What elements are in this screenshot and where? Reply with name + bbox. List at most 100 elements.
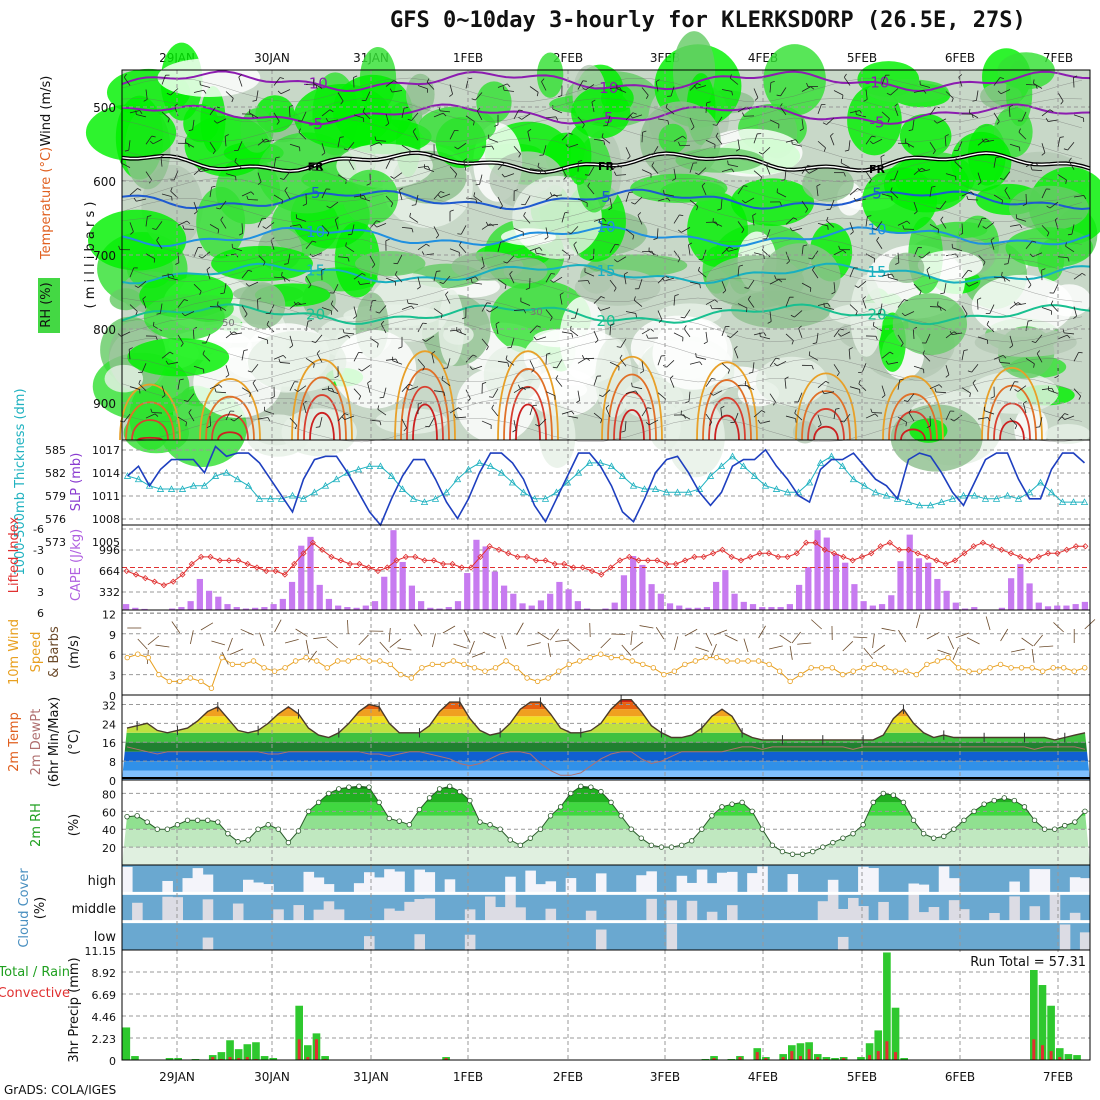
wind-barb (129, 386, 140, 390)
slp-tick-label: 1005 (92, 536, 120, 549)
convective-bar (868, 1055, 872, 1060)
wind-barb-flag (816, 183, 821, 187)
wind-barb (337, 92, 344, 102)
temp-axis-label-b: 2m DewPt (29, 709, 44, 776)
wind-barb (401, 383, 409, 392)
wind-barb-flag (211, 185, 216, 188)
rh-contour-label: 50 (222, 318, 235, 329)
wind-barb (734, 412, 739, 423)
wind-barb-flag (1068, 157, 1072, 162)
wind-barb (273, 157, 277, 168)
wind-barb (138, 383, 147, 391)
wind-barb (377, 408, 387, 416)
wind-barb-flag (1028, 320, 1033, 322)
2m-rh-point (255, 826, 261, 832)
convective-bar (1040, 1045, 1044, 1060)
wind-barb-flag (473, 192, 476, 197)
wind-barb (797, 642, 812, 645)
wind-barb (929, 187, 932, 198)
wind-barb (602, 389, 611, 397)
wind-barb-flag (1035, 426, 1040, 428)
2m-rh-point (436, 786, 443, 792)
wind-barb (504, 89, 515, 92)
wind-speed-point (377, 658, 383, 664)
rh-contour (121, 397, 1083, 423)
wind-barb (351, 224, 355, 235)
wind-barb (541, 81, 547, 91)
2m-rh-point (1011, 797, 1018, 804)
lifted-index-point (216, 557, 223, 564)
rain-bar (226, 1040, 234, 1060)
wind-barb-flag (608, 207, 613, 211)
wind-barb-flag (665, 275, 669, 279)
wind-barb-flag (170, 187, 173, 192)
wind-barb (701, 185, 707, 196)
lifted-index-point (1045, 550, 1052, 557)
wind-barb-flag (453, 414, 457, 419)
cape-bar (252, 607, 259, 610)
2m-rh-point (890, 792, 897, 798)
wind-barb (649, 419, 659, 426)
wind-barb (842, 640, 854, 652)
wind-barb-flag (486, 309, 490, 313)
wind-speed-point (303, 654, 309, 661)
wind-barb (529, 247, 540, 252)
wind-barb-flag (340, 100, 344, 105)
wind-barb-flag (469, 366, 473, 370)
wind-barb (744, 384, 755, 391)
cape-bar (187, 601, 194, 610)
2m-rh-point (719, 804, 725, 810)
wind-barb (679, 144, 691, 147)
wind-barb (216, 118, 227, 124)
wind-barb-flag (1054, 375, 1059, 379)
wind-barb (449, 248, 460, 253)
wind-barb (1049, 201, 1059, 209)
wind-barb-flag (805, 170, 810, 174)
cape-bar (1072, 604, 1079, 610)
wind-barb-flag (629, 114, 633, 119)
wind-barb-flag (913, 211, 918, 215)
cloud-cell (253, 882, 264, 894)
temp-tick-label: 16 (102, 737, 116, 750)
wind-barb-flag (982, 226, 987, 229)
wind-barb (240, 628, 254, 636)
cape-bar (832, 553, 840, 610)
wind-barb (476, 110, 483, 121)
cloud-cell (424, 898, 436, 922)
temperature-contour (900, 428, 926, 441)
cloud-cell (273, 909, 284, 922)
wind-barb-flag (900, 343, 904, 347)
wind-barb-flag (361, 272, 366, 276)
wind-barb (358, 634, 369, 646)
wind-barb-flag (717, 208, 722, 211)
wind-barb-flag (857, 188, 862, 191)
thickness-point (805, 478, 814, 486)
wind-barb-flag (1063, 148, 1068, 151)
cape-bar (998, 607, 1006, 610)
wind-barb-flag (836, 372, 840, 377)
wind-barb-flag (773, 362, 778, 367)
wind-barb-flag (835, 407, 840, 410)
wind-barb-flag (399, 187, 403, 191)
thickness-point (475, 459, 484, 466)
wind-barb (513, 145, 521, 155)
wind-barb (673, 168, 677, 179)
rain-bar (865, 1043, 874, 1060)
wind-barb-flag (823, 147, 826, 152)
wind-barb (625, 229, 635, 236)
wind-barb-flag (598, 219, 601, 224)
wind-barb (552, 108, 563, 114)
wind-barb (945, 365, 950, 375)
wind-barb-flag (1073, 75, 1078, 78)
wind-barb (769, 82, 772, 93)
cape-bar (740, 601, 747, 610)
wind-barb-flag (1014, 425, 1018, 430)
wind-barb (408, 302, 419, 305)
wind-barb (360, 282, 371, 285)
wind-barb (209, 224, 219, 230)
wind-barb-flag (199, 290, 202, 295)
wind-barb-flag (921, 167, 926, 171)
wind-barb (238, 76, 243, 87)
wind-barb (698, 167, 707, 175)
wind-barb (177, 379, 181, 390)
